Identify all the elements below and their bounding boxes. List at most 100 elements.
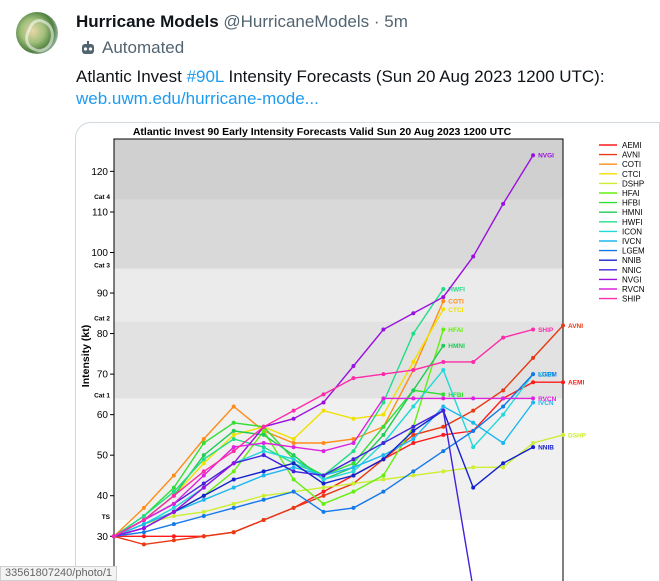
separator-dot: ·: [373, 12, 380, 31]
series-point-ctci: [291, 436, 296, 441]
y-tick-label: 50: [97, 451, 109, 462]
series-point-rvcn: [441, 396, 446, 401]
series-point-avni: [141, 542, 146, 547]
series-point-ivcn: [231, 485, 236, 490]
series-point-aemi: [141, 534, 146, 539]
legend-entry: IVCN: [622, 237, 641, 246]
series-line-avni: [113, 325, 564, 546]
series-point-rvcn: [411, 396, 416, 401]
series-point-hwfi: [381, 400, 386, 405]
series-point-nvgi: [291, 416, 296, 421]
series-point-dshp: [351, 481, 356, 486]
legend-entry: HWFI: [622, 218, 642, 227]
series-point-nvgi: [141, 526, 146, 531]
series-point-hmni: [261, 432, 266, 437]
series-point-aemi: [171, 534, 176, 539]
series-point-ivcn: [141, 522, 146, 527]
series-point-lgem: [261, 497, 266, 502]
user-handle[interactable]: @HurricaneModels: [223, 12, 370, 31]
series-point-ctci: [441, 307, 446, 312]
series-point-ship: [381, 372, 386, 377]
series-point-icon: [441, 368, 446, 373]
series-end-label: RVCN: [538, 396, 557, 403]
series-point-aemi: [561, 380, 565, 385]
tweet-text-prefix: Atlantic Invest: [76, 67, 187, 86]
automated-badge[interactable]: Automated: [80, 38, 184, 58]
series-point-hwfi: [201, 457, 206, 462]
series-point-ctci: [381, 412, 386, 417]
series-point-coti: [171, 473, 176, 478]
legend-entry: LGEM: [622, 247, 645, 256]
series-line-dshp: [113, 434, 564, 537]
series-point-rvcn: [501, 396, 506, 401]
series-point-icon: [171, 505, 176, 510]
band-ts: [114, 398, 563, 521]
series-point-lgem: [501, 404, 506, 409]
y-tick-label: 120: [91, 167, 108, 178]
series-point-rvcn: [171, 501, 176, 506]
series-point-ship: [411, 368, 416, 373]
series-point-rvcn: [531, 396, 536, 401]
series-point-ctci: [201, 461, 206, 466]
tweet-time[interactable]: 5m: [384, 12, 408, 31]
series-point-hfbi: [231, 420, 236, 425]
tweet-media-chart[interactable]: Atlantic Invest 90 Early Intensity Forec…: [75, 122, 660, 581]
series-point-hfbi: [201, 441, 206, 446]
series-point-ship: [141, 518, 146, 523]
series-point-ivcn: [351, 465, 356, 470]
series-end-label: NVGI: [538, 153, 554, 160]
legend-entry: NNIC: [622, 266, 642, 275]
series-point-dshp: [561, 432, 565, 437]
display-name[interactable]: Hurricane Models: [76, 12, 219, 31]
category-label: TS: [102, 514, 111, 521]
series-point-avni: [321, 493, 326, 498]
series-point-ivcn: [471, 420, 476, 425]
tweet-text: Atlantic Invest #90L Intensity Forecasts…: [76, 66, 605, 88]
series-end-label: DSHP: [568, 432, 587, 439]
series-point-coti: [201, 436, 206, 441]
series-point-nvgi: [471, 254, 476, 259]
series-point-rvcn: [381, 396, 386, 401]
series-point-dshp: [471, 465, 476, 470]
series-point-hmni: [231, 428, 236, 433]
legend-entry: AEMI: [622, 141, 642, 150]
series-point-lgem: [411, 469, 416, 474]
series-point-aemi: [411, 441, 416, 446]
series-point-ship: [171, 493, 176, 498]
avatar[interactable]: [16, 12, 58, 54]
series-point-ship: [291, 408, 296, 413]
series-point-ship: [201, 469, 206, 474]
series-point-hfai: [261, 428, 266, 433]
series-point-nvgi: [381, 327, 386, 332]
series-point-rvcn: [291, 445, 296, 450]
series-point-ship: [351, 376, 356, 381]
legend-entry: RVCN: [622, 285, 645, 294]
series-point-hwfi: [351, 449, 356, 454]
series-point-hmni: [291, 453, 296, 458]
series-end-label: HFBI: [448, 392, 463, 399]
series-point-ivcn: [531, 400, 536, 405]
series-point-nnic: [291, 469, 296, 474]
series-point-hwfi: [441, 286, 446, 291]
series-point-nnib: [411, 428, 416, 433]
series-end-label: NNIB: [538, 445, 554, 452]
tweet-link[interactable]: web.uwm.edu/hurricane-mode...: [76, 89, 319, 108]
series-point-hwfi: [411, 331, 416, 336]
series-point-ivcn: [381, 453, 386, 458]
series-point-lgem: [381, 489, 386, 494]
series-point-nvgi: [411, 311, 416, 316]
series-point-lgem: [201, 513, 206, 518]
series-point-ctci: [351, 416, 356, 421]
tweet-header: Hurricane Models @HurricaneModels · 5m: [76, 12, 408, 32]
legend-entry: NNIB: [622, 256, 641, 265]
y-tick-label: 110: [92, 207, 108, 218]
hashtag-link[interactable]: #90L: [186, 67, 224, 86]
series-point-avni: [471, 408, 476, 413]
series-point-lgem: [321, 509, 326, 514]
series-point-nnib: [291, 461, 296, 466]
series-point-hfai: [351, 489, 356, 494]
series-point-avni: [231, 530, 236, 535]
category-label: Cat 2: [94, 315, 110, 322]
series-point-nnic: [441, 408, 446, 413]
series-point-nnib: [321, 481, 326, 486]
